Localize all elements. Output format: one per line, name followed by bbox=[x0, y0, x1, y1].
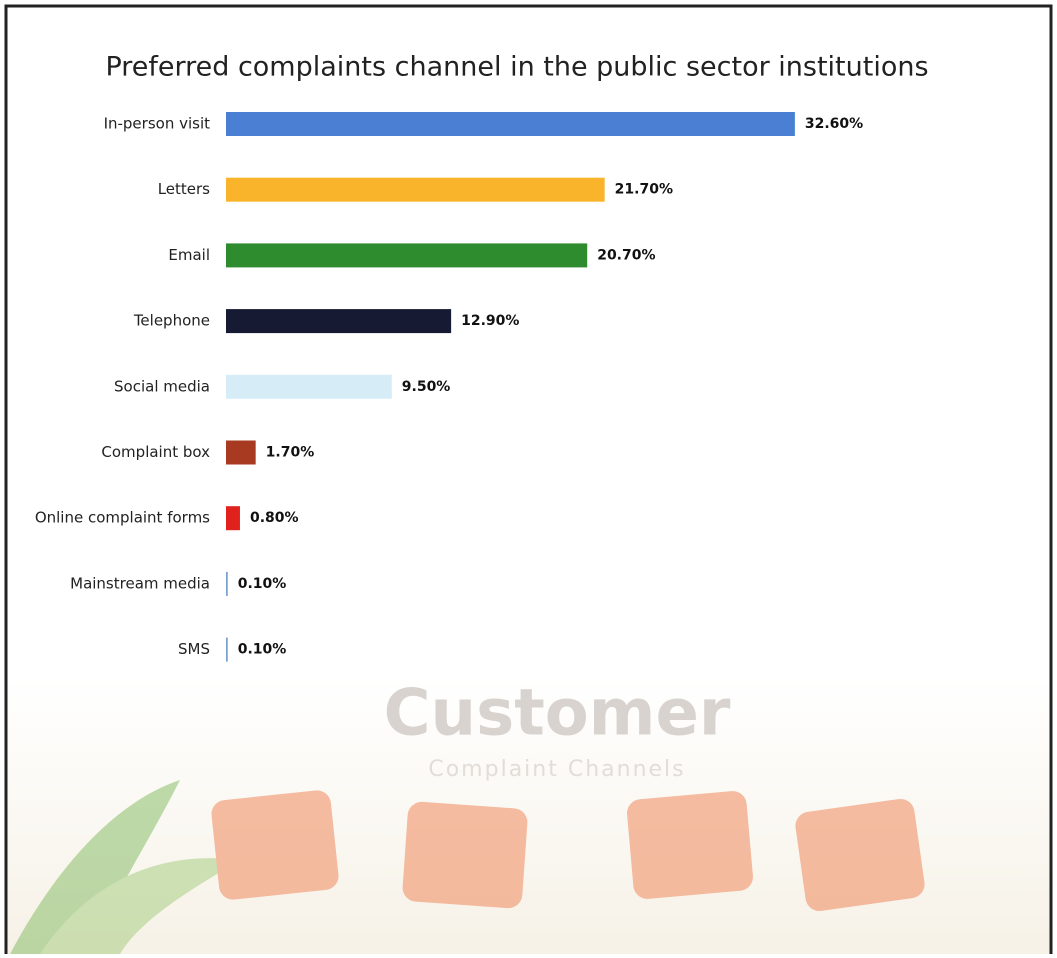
value-label: 32.60% bbox=[805, 116, 863, 132]
chart-title: Preferred complaints channel in the publ… bbox=[105, 52, 928, 83]
category-label: Telephone bbox=[133, 312, 210, 330]
value-label: 9.50% bbox=[402, 379, 451, 395]
category-label: Social media bbox=[114, 377, 210, 395]
category-label: SMS bbox=[178, 640, 210, 658]
value-label: 12.90% bbox=[461, 313, 519, 329]
value-label: 1.70% bbox=[266, 445, 315, 461]
category-label: Email bbox=[168, 246, 210, 264]
frame bbox=[4, 4, 1053, 958]
value-label: 0.10% bbox=[238, 576, 287, 592]
bar bbox=[226, 177, 605, 202]
watermark: Customer bbox=[384, 677, 731, 751]
category-label: Complaint box bbox=[101, 443, 210, 461]
bar bbox=[226, 571, 228, 596]
bar bbox=[226, 112, 795, 136]
value-label: 20.70% bbox=[597, 247, 655, 263]
bar bbox=[226, 637, 228, 662]
decoration bbox=[10, 780, 925, 954]
category-label: Mainstream media bbox=[70, 574, 210, 592]
category-label: In-person visit bbox=[104, 115, 211, 133]
bar bbox=[226, 506, 240, 531]
value-label: 0.10% bbox=[238, 642, 287, 658]
value-label: 0.80% bbox=[250, 510, 299, 526]
value-label: 21.70% bbox=[615, 182, 673, 198]
bar bbox=[226, 309, 452, 334]
bar bbox=[226, 374, 392, 399]
category-label: Online complaint forms bbox=[35, 509, 210, 527]
bar bbox=[226, 440, 256, 465]
category-label: Letters bbox=[158, 180, 210, 198]
bar bbox=[226, 243, 588, 268]
watermark-subtitle: Complaint Channels bbox=[428, 757, 685, 782]
